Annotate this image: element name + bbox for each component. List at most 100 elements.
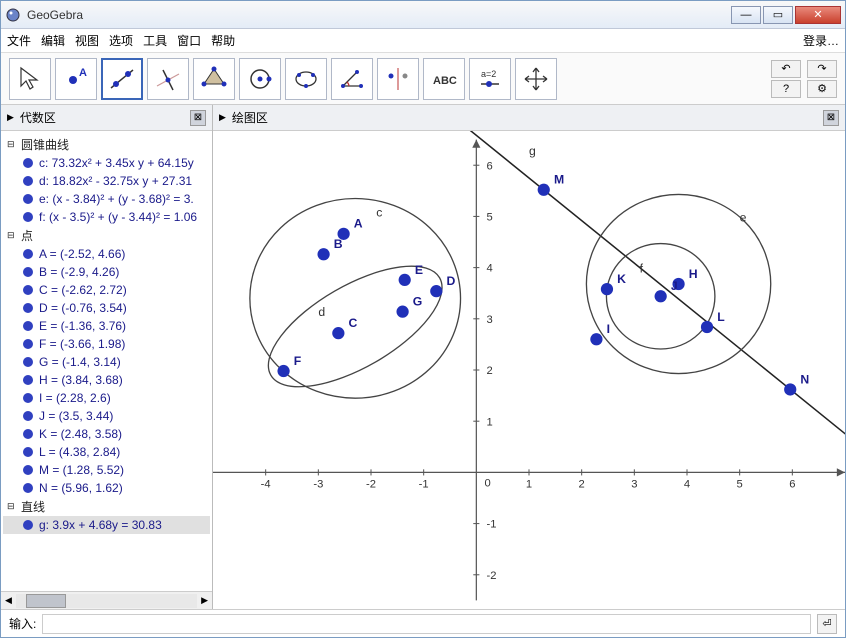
input-label: 输入: bbox=[9, 615, 36, 632]
svg-text:F: F bbox=[294, 354, 302, 368]
section-head[interactable]: ⊟点 bbox=[3, 226, 210, 245]
tool-angle[interactable] bbox=[331, 58, 373, 100]
svg-text:g: g bbox=[529, 144, 536, 158]
algebra-item[interactable]: e: (x - 3.84)² + (y - 3.68)² = 3. bbox=[3, 190, 210, 208]
algebra-header[interactable]: ▶ 代数区 ⊠ bbox=[1, 105, 212, 131]
tool-polygon[interactable] bbox=[193, 58, 235, 100]
menu-tools[interactable]: 工具 bbox=[143, 32, 167, 49]
algebra-list[interactable]: ⊟圆锥曲线c: 73.32x² + 3.45x y + 64.15yd: 18.… bbox=[1, 131, 212, 591]
algebra-panel: ▶ 代数区 ⊠ ⊟圆锥曲线c: 73.32x² + 3.45x y + 64.1… bbox=[1, 105, 213, 609]
minimize-button[interactable]: — bbox=[731, 6, 761, 24]
tool-slider[interactable]: a=2 bbox=[469, 58, 511, 100]
svg-text:4: 4 bbox=[487, 263, 493, 275]
menu-view[interactable]: 视图 bbox=[75, 32, 99, 49]
algebra-item[interactable]: c: 73.32x² + 3.45x y + 64.15y bbox=[3, 154, 210, 172]
menu-edit[interactable]: 编辑 bbox=[41, 32, 65, 49]
tool-point[interactable]: A bbox=[55, 58, 97, 100]
toolbar: A ABC a=2 ↶ ↷ ? ⚙ bbox=[1, 53, 845, 105]
graphics-close-button[interactable]: ⊠ bbox=[823, 110, 839, 126]
tool-line[interactable] bbox=[101, 58, 143, 100]
algebra-item[interactable]: D = (-0.76, 3.54) bbox=[3, 299, 210, 317]
algebra-item[interactable]: F = (-3.66, 1.98) bbox=[3, 335, 210, 353]
section-head[interactable]: ⊟圆锥曲线 bbox=[3, 135, 210, 154]
input-bar: 输入: ⏎ bbox=[1, 609, 845, 637]
tool-reflect[interactable] bbox=[377, 58, 419, 100]
svg-text:1: 1 bbox=[487, 416, 493, 428]
svg-text:3: 3 bbox=[631, 479, 637, 491]
algebra-item[interactable]: C = (-2.62, 2.72) bbox=[3, 281, 210, 299]
tool-move[interactable] bbox=[9, 58, 51, 100]
algebra-item[interactable]: J = (3.5, 3.44) bbox=[3, 407, 210, 425]
svg-text:-1: -1 bbox=[487, 519, 497, 531]
svg-text:K: K bbox=[617, 272, 626, 286]
svg-text:ABC: ABC bbox=[433, 75, 457, 87]
help-button[interactable]: ? bbox=[771, 80, 801, 98]
algebra-item[interactable]: L = (4.38, 2.84) bbox=[3, 443, 210, 461]
svg-text:M: M bbox=[554, 173, 564, 187]
svg-text:-1: -1 bbox=[419, 479, 429, 491]
plot-area[interactable]: -4-3-2-1123456-2-11234560cdefgABCDEFGHIJ… bbox=[213, 131, 845, 609]
collapse-icon[interactable]: ▶ bbox=[7, 112, 14, 123]
algebra-hscroll[interactable]: ◀ ▶ bbox=[1, 591, 212, 609]
menu-window[interactable]: 窗口 bbox=[177, 32, 201, 49]
maximize-button[interactable]: ▭ bbox=[763, 6, 793, 24]
svg-text:B: B bbox=[334, 237, 343, 251]
svg-text:I: I bbox=[607, 322, 610, 336]
svg-text:L: L bbox=[717, 310, 725, 324]
menu-login[interactable]: 登录… bbox=[803, 32, 839, 49]
algebra-item[interactable]: H = (3.84, 3.68) bbox=[3, 371, 210, 389]
algebra-item[interactable]: K = (2.48, 3.58) bbox=[3, 425, 210, 443]
algebra-item[interactable]: G = (-1.4, 3.14) bbox=[3, 353, 210, 371]
window-buttons: — ▭ ✕ bbox=[731, 6, 841, 24]
collapse-icon[interactable]: ▶ bbox=[219, 112, 226, 123]
svg-text:5: 5 bbox=[737, 479, 743, 491]
input-field[interactable] bbox=[42, 614, 811, 634]
tool-move-view[interactable] bbox=[515, 58, 557, 100]
svg-text:f: f bbox=[640, 262, 644, 276]
close-button[interactable]: ✕ bbox=[795, 6, 841, 24]
tool-text[interactable]: ABC bbox=[423, 58, 465, 100]
algebra-item[interactable]: B = (-2.9, 4.26) bbox=[3, 263, 210, 281]
tool-circle[interactable] bbox=[239, 58, 281, 100]
svg-text:2: 2 bbox=[487, 365, 493, 377]
tool-perpendicular[interactable] bbox=[147, 58, 189, 100]
plot-svg[interactable]: -4-3-2-1123456-2-11234560cdefgABCDEFGHIJ… bbox=[213, 131, 845, 609]
svg-text:D: D bbox=[447, 274, 456, 288]
titlebar[interactable]: GeoGebra — ▭ ✕ bbox=[1, 1, 845, 29]
scroll-thumb[interactable] bbox=[26, 594, 66, 608]
algebra-item[interactable]: A = (-2.52, 4.66) bbox=[3, 245, 210, 263]
tool-conic[interactable] bbox=[285, 58, 327, 100]
algebra-item[interactable]: M = (1.28, 5.52) bbox=[3, 461, 210, 479]
window-title: GeoGebra bbox=[27, 8, 731, 22]
toolbar-right: ↶ ↷ ? ⚙ bbox=[771, 60, 837, 98]
algebra-item[interactable]: I = (2.28, 2.6) bbox=[3, 389, 210, 407]
undo-button[interactable]: ↶ bbox=[771, 60, 801, 78]
input-submit-button[interactable]: ⏎ bbox=[817, 614, 837, 634]
panels: ▶ 代数区 ⊠ ⊟圆锥曲线c: 73.32x² + 3.45x y + 64.1… bbox=[1, 105, 845, 609]
algebra-item[interactable]: d: 18.82x² - 32.75x y + 27.31 bbox=[3, 172, 210, 190]
svg-text:-2: -2 bbox=[366, 479, 376, 491]
svg-text:2: 2 bbox=[579, 479, 585, 491]
algebra-item[interactable]: f: (x - 3.5)² + (y - 3.44)² = 1.06 bbox=[3, 208, 210, 226]
menu-options[interactable]: 选项 bbox=[109, 32, 133, 49]
graphics-title: 绘图区 bbox=[232, 109, 268, 126]
svg-text:C: C bbox=[349, 316, 358, 330]
svg-text:0: 0 bbox=[484, 478, 490, 490]
svg-text:a=2: a=2 bbox=[481, 69, 496, 79]
svg-text:c: c bbox=[376, 205, 382, 219]
algebra-close-button[interactable]: ⊠ bbox=[190, 110, 206, 126]
svg-text:A: A bbox=[79, 67, 87, 79]
menu-help[interactable]: 帮助 bbox=[211, 32, 235, 49]
svg-text:G: G bbox=[413, 295, 423, 309]
redo-button[interactable]: ↷ bbox=[807, 60, 837, 78]
svg-text:J: J bbox=[671, 279, 678, 293]
algebra-item[interactable]: E = (-1.36, 3.76) bbox=[3, 317, 210, 335]
algebra-item[interactable]: N = (5.96, 1.62) bbox=[3, 479, 210, 497]
settings-button[interactable]: ⚙ bbox=[807, 80, 837, 98]
algebra-item[interactable]: g: 3.9x + 4.68y = 30.83 bbox=[3, 516, 210, 534]
menu-file[interactable]: 文件 bbox=[7, 32, 31, 49]
graphics-header[interactable]: ▶ 绘图区 ⊠ bbox=[213, 105, 845, 131]
section-head[interactable]: ⊟直线 bbox=[3, 497, 210, 516]
graphics-panel: ▶ 绘图区 ⊠ -4-3-2-1123456-2-11234560cdefgAB… bbox=[213, 105, 845, 609]
svg-text:A: A bbox=[354, 217, 363, 231]
